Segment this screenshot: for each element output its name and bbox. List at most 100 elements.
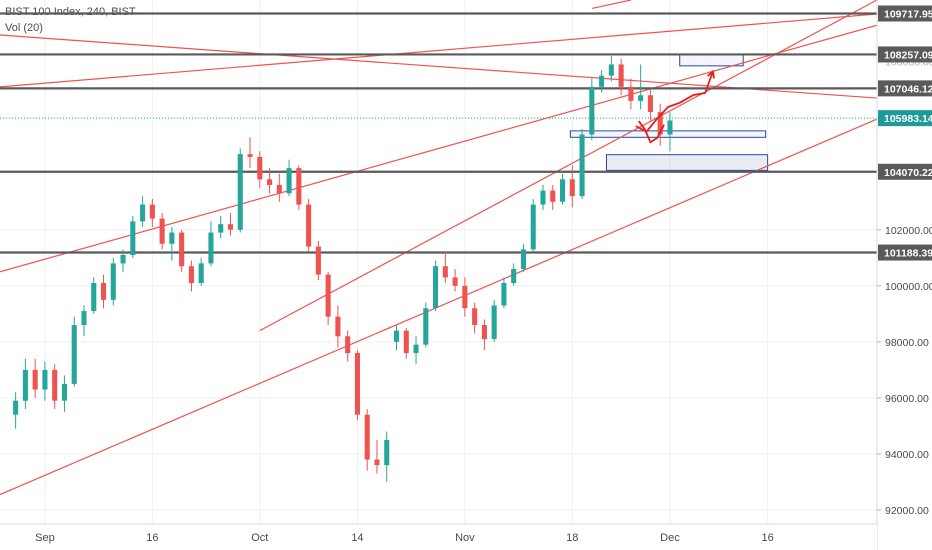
candle-body bbox=[354, 353, 360, 415]
y-tick-label: 98000.00 bbox=[885, 337, 929, 349]
price-level-label: 108257.09 bbox=[884, 49, 932, 61]
candle-body bbox=[32, 369, 38, 390]
candle-body bbox=[257, 156, 263, 180]
price-level-badge bbox=[878, 80, 932, 97]
candle-body bbox=[81, 311, 87, 326]
candle-body bbox=[91, 283, 97, 312]
candle-body bbox=[169, 232, 175, 244]
price-level-label: 105983.14 bbox=[884, 113, 932, 125]
y-tick-label: 102000.00 bbox=[885, 225, 932, 237]
candle-body bbox=[667, 120, 673, 135]
trend-line bbox=[591, 0, 632, 9]
candle-body bbox=[423, 308, 429, 345]
candle-body bbox=[530, 204, 536, 250]
candle-body bbox=[579, 134, 585, 197]
x-tick-label: 18 bbox=[566, 532, 578, 544]
trend-line bbox=[259, 0, 877, 332]
candle-body bbox=[149, 204, 155, 219]
candle-body bbox=[237, 154, 243, 230]
candle-body bbox=[198, 263, 204, 284]
candle-body bbox=[599, 75, 605, 87]
projection-path-up bbox=[635, 71, 714, 133]
x-tick-label: Dec bbox=[660, 532, 680, 544]
candle-body bbox=[393, 330, 400, 342]
candle-body bbox=[179, 232, 185, 267]
candle-body bbox=[247, 154, 253, 157]
candle-body bbox=[296, 168, 302, 205]
candle-body bbox=[628, 86, 634, 101]
candle-body bbox=[452, 277, 458, 286]
price-level-label: 109717.95 bbox=[884, 9, 932, 21]
candle-body bbox=[433, 266, 439, 309]
price-level-label: 104070.22 bbox=[884, 167, 932, 179]
y-tick-label: 100000.00 bbox=[885, 281, 932, 293]
x-tick-label: 16 bbox=[761, 532, 773, 544]
candle-body bbox=[559, 179, 566, 202]
price-level-label: 107046.12 bbox=[884, 83, 932, 95]
candle-body bbox=[22, 369, 28, 401]
candle-body bbox=[188, 266, 194, 284]
candle-body bbox=[540, 190, 546, 205]
candle-body bbox=[208, 232, 214, 264]
candle-body bbox=[384, 439, 390, 466]
price-level-badge bbox=[878, 244, 932, 261]
candle-body bbox=[481, 325, 487, 340]
trend-line bbox=[0, 24, 877, 273]
candle-body bbox=[657, 112, 663, 135]
candle-body bbox=[218, 224, 224, 233]
candle-body bbox=[462, 285, 468, 309]
candle-body bbox=[550, 190, 556, 202]
x-tick-label: Nov bbox=[455, 532, 475, 544]
candle-body bbox=[130, 221, 136, 255]
symbol-title: BIST 100 Index, 240, BIST bbox=[5, 6, 136, 18]
candle-body bbox=[472, 308, 478, 326]
plot-area bbox=[0, 0, 877, 496]
candle-body bbox=[276, 184, 282, 194]
candle-body bbox=[413, 344, 419, 354]
candle-body bbox=[589, 86, 595, 135]
grid-lines bbox=[0, 0, 877, 524]
candle-body bbox=[306, 204, 312, 247]
y-tick-label: 96000.00 bbox=[885, 393, 929, 405]
candle-body bbox=[608, 64, 614, 76]
candle-body bbox=[110, 263, 116, 300]
candle-body bbox=[159, 218, 165, 244]
candle-body bbox=[315, 246, 321, 275]
candle-body bbox=[325, 274, 331, 317]
time-axis-background bbox=[0, 524, 877, 550]
trend-line bbox=[0, 118, 877, 496]
candle-body bbox=[286, 168, 292, 194]
x-tick-label: 16 bbox=[146, 532, 158, 544]
target-zone-box bbox=[679, 54, 744, 67]
price-level-badge bbox=[878, 110, 932, 127]
price-level-badge bbox=[878, 163, 932, 180]
projection-path-up-arrowhead bbox=[707, 69, 715, 79]
chart-legend: BIST 100 Index, 240, BIST Vol (20) bbox=[5, 4, 136, 36]
candle-body bbox=[267, 179, 273, 185]
candle-body bbox=[442, 266, 448, 278]
candle-body bbox=[638, 95, 644, 101]
y-tick-label: 94000.00 bbox=[885, 449, 929, 461]
candle-body bbox=[618, 64, 624, 87]
candle-body bbox=[511, 269, 517, 284]
candle-body bbox=[140, 204, 146, 222]
x-tick-label: Sep bbox=[35, 532, 55, 544]
trend-line bbox=[0, 13, 877, 88]
x-tick-label: 14 bbox=[351, 532, 363, 544]
candle-body bbox=[647, 95, 653, 113]
candle-body bbox=[52, 369, 58, 401]
candle-body bbox=[61, 383, 67, 401]
candle-body bbox=[42, 369, 48, 390]
candle-body bbox=[100, 283, 107, 300]
candle-body bbox=[227, 224, 234, 230]
candle-body bbox=[71, 325, 77, 384]
time-axis: Sep 16 Oct 14 Nov 18 Dec 16 bbox=[0, 523, 877, 550]
price-level-label: 101188.39 bbox=[884, 248, 932, 260]
price-axis: 108000.0092000.0094000.0096000.0098000.0… bbox=[876, 0, 932, 550]
price-level-badge bbox=[878, 46, 932, 63]
candle-body bbox=[403, 330, 409, 354]
candle-body bbox=[491, 305, 497, 340]
target-zone-box bbox=[605, 154, 769, 171]
candle-body bbox=[501, 283, 507, 306]
